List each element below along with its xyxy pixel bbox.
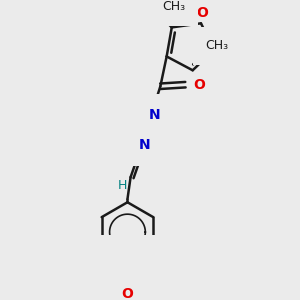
Text: O: O bbox=[122, 287, 134, 300]
Text: CH₃: CH₃ bbox=[162, 0, 185, 14]
Text: H: H bbox=[117, 179, 127, 192]
Text: N: N bbox=[139, 138, 151, 152]
Text: CH₃: CH₃ bbox=[206, 39, 229, 52]
Text: O: O bbox=[196, 6, 208, 20]
Text: H: H bbox=[135, 108, 145, 121]
Text: N: N bbox=[148, 108, 160, 122]
Text: O: O bbox=[193, 78, 205, 92]
